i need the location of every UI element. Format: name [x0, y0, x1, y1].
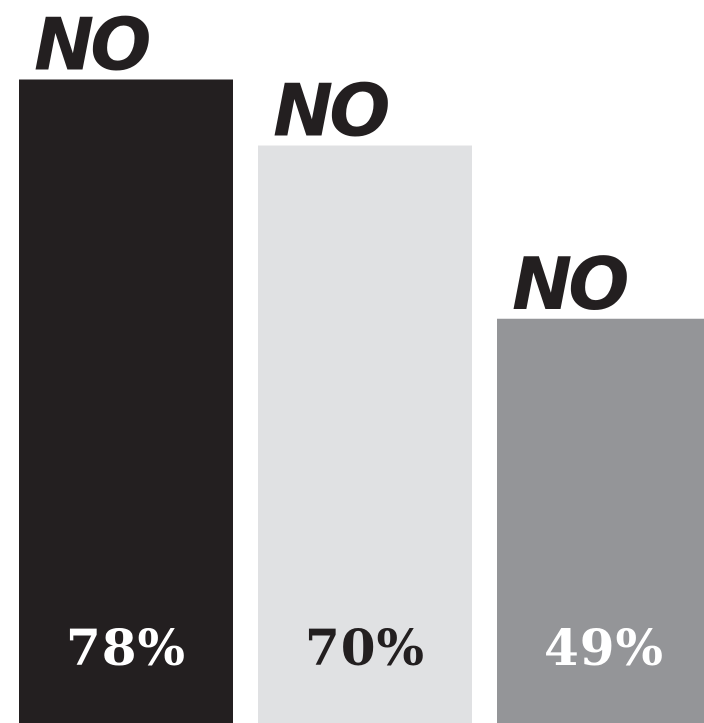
bars-group: [19, 79, 704, 723]
category-label-1: NO: [34, 3, 149, 87]
category-label-2: NO: [273, 69, 388, 153]
category-labels-group: NO NO NO: [34, 3, 631, 326]
value-labels-group: 78% 70% 49%: [66, 618, 664, 677]
value-label-2: 70%: [305, 618, 425, 677]
bar-1: [19, 79, 233, 723]
value-label-1: 78%: [66, 618, 186, 677]
bar-2: [258, 145, 472, 723]
value-label-3: 49%: [544, 618, 664, 677]
category-label-3: NO: [512, 242, 627, 326]
bar-3: [497, 318, 704, 723]
